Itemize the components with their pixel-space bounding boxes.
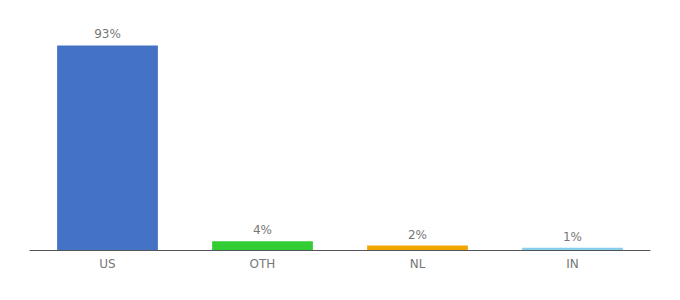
svg-text:93%: 93%: [94, 27, 121, 41]
svg-text:IN: IN: [566, 257, 579, 271]
svg-text:1%: 1%: [563, 230, 582, 244]
svg-text:OTH: OTH: [250, 257, 276, 271]
svg-text:4%: 4%: [253, 223, 272, 237]
svg-text:US: US: [99, 257, 115, 271]
svg-text:NL: NL: [410, 257, 426, 271]
svg-text:2%: 2%: [408, 228, 427, 242]
